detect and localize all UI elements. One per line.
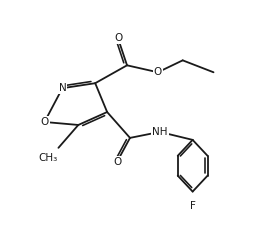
Text: O: O <box>40 117 49 127</box>
Text: NH: NH <box>152 127 168 137</box>
Text: O: O <box>154 67 162 77</box>
Text: O: O <box>40 117 49 127</box>
Text: N: N <box>58 83 66 93</box>
Text: O: O <box>113 157 121 167</box>
Text: CH₃: CH₃ <box>39 153 58 163</box>
Text: F: F <box>190 202 195 212</box>
Text: O: O <box>114 34 122 44</box>
Text: N: N <box>58 83 66 93</box>
